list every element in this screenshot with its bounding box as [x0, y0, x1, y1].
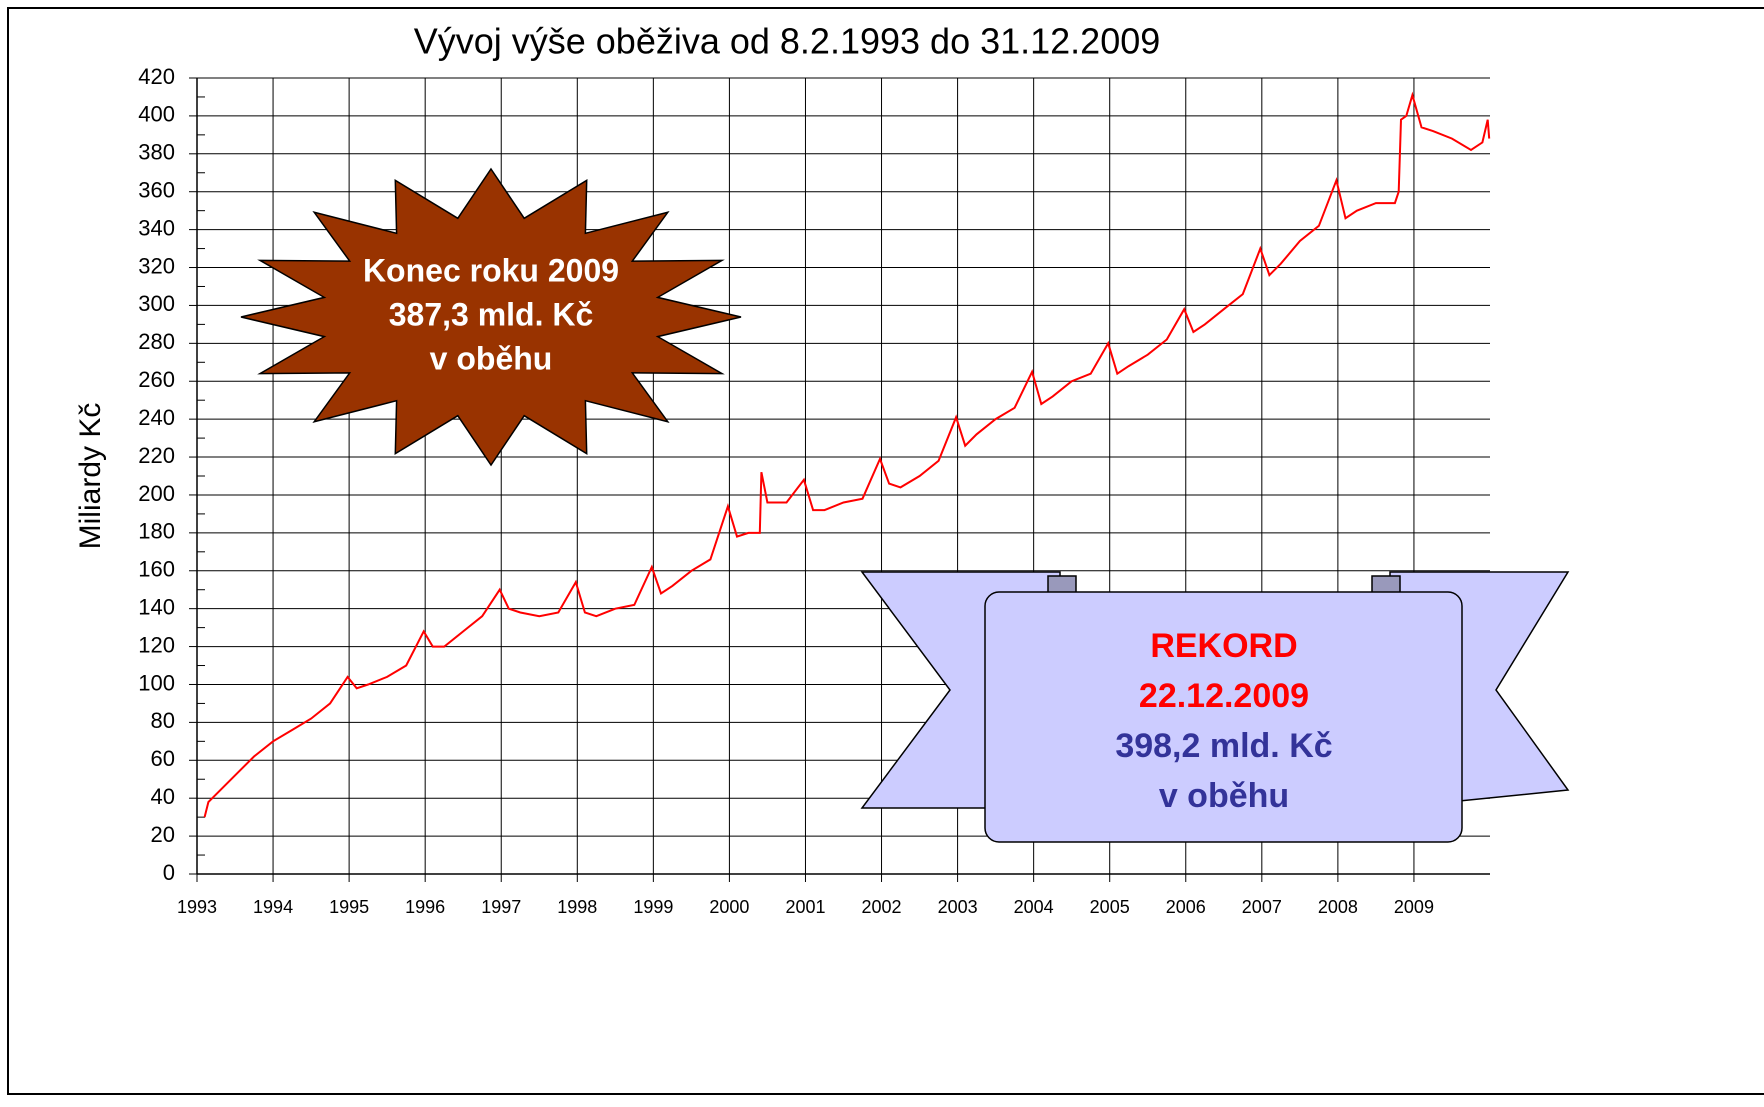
banner-text: 398,2 mld. Kč [1115, 727, 1332, 765]
y-tick-label: 420 [138, 64, 175, 89]
y-tick-label: 380 [138, 140, 175, 165]
x-tick-label: 2005 [1090, 897, 1130, 917]
chart-title: Vývoj výše oběživa od 8.2.1993 do 31.12.… [414, 21, 1161, 62]
y-tick-label: 340 [138, 215, 175, 240]
y-tick-label: 120 [138, 632, 175, 657]
y-tick-label: 360 [138, 178, 175, 203]
y-tick-label: 260 [138, 367, 175, 392]
starburst-shape [240, 167, 742, 467]
x-tick-label: 1998 [557, 897, 597, 917]
x-tick-label: 1997 [481, 897, 521, 917]
x-tick-label: 2000 [709, 897, 749, 917]
x-tick-label: 2008 [1318, 897, 1358, 917]
x-tick-label: 2002 [862, 897, 902, 917]
banner-body [984, 591, 1463, 843]
frame [7, 7, 1764, 1095]
y-tick-label: 20 [151, 822, 175, 847]
y-tick-label: 160 [138, 557, 175, 582]
y-tick-label: 280 [138, 329, 175, 354]
y-tick-label: 300 [138, 291, 175, 316]
y-axis-label: Miliardy Kč [74, 403, 107, 550]
x-tick-label: 2009 [1394, 897, 1434, 917]
y-tick-label: 320 [138, 253, 175, 278]
banner: REKORD 22.12.2009 398,2 mld. Kč v oběhu [860, 571, 1570, 843]
y-tick-label: 0 [163, 860, 175, 885]
y-tick-label: 180 [138, 519, 175, 544]
y-tick-label: 200 [138, 481, 175, 506]
starburst-text: Konec roku 2009 [363, 252, 619, 288]
x-tick-label: 2004 [1014, 897, 1054, 917]
starburst-text: 387,3 mld. Kč [389, 296, 594, 332]
x-tick-label: 2003 [938, 897, 978, 917]
y-tick-label: 60 [151, 746, 175, 771]
y-tick-label: 240 [138, 405, 175, 430]
y-tick-label: 140 [138, 594, 175, 619]
x-tick-label: 2007 [1242, 897, 1282, 917]
y-tick-label: 80 [151, 708, 175, 733]
y-tick-label: 220 [138, 443, 175, 468]
x-tick-label: 1999 [633, 897, 673, 917]
banner-text: REKORD [1150, 627, 1297, 665]
starburst-text: v oběhu [430, 340, 553, 376]
x-tick-label: 1994 [253, 897, 293, 917]
data-line [203, 91, 1491, 818]
banner-text: 22.12.2009 [1139, 677, 1309, 715]
x-tick-label: 1995 [329, 897, 369, 917]
y-tick-label: 400 [138, 102, 175, 127]
banner-text: v oběhu [1159, 777, 1289, 815]
starburst: Konec roku 2009 387,3 mld. Kč v oběhu [240, 167, 742, 467]
x-tick-label: 2006 [1166, 897, 1206, 917]
x-tick-label: 1993 [177, 897, 217, 917]
y-tick-label: 40 [151, 784, 175, 809]
x-tick-label: 2001 [785, 897, 825, 917]
x-tick-label: 1996 [405, 897, 445, 917]
y-tick-label: 100 [138, 670, 175, 695]
